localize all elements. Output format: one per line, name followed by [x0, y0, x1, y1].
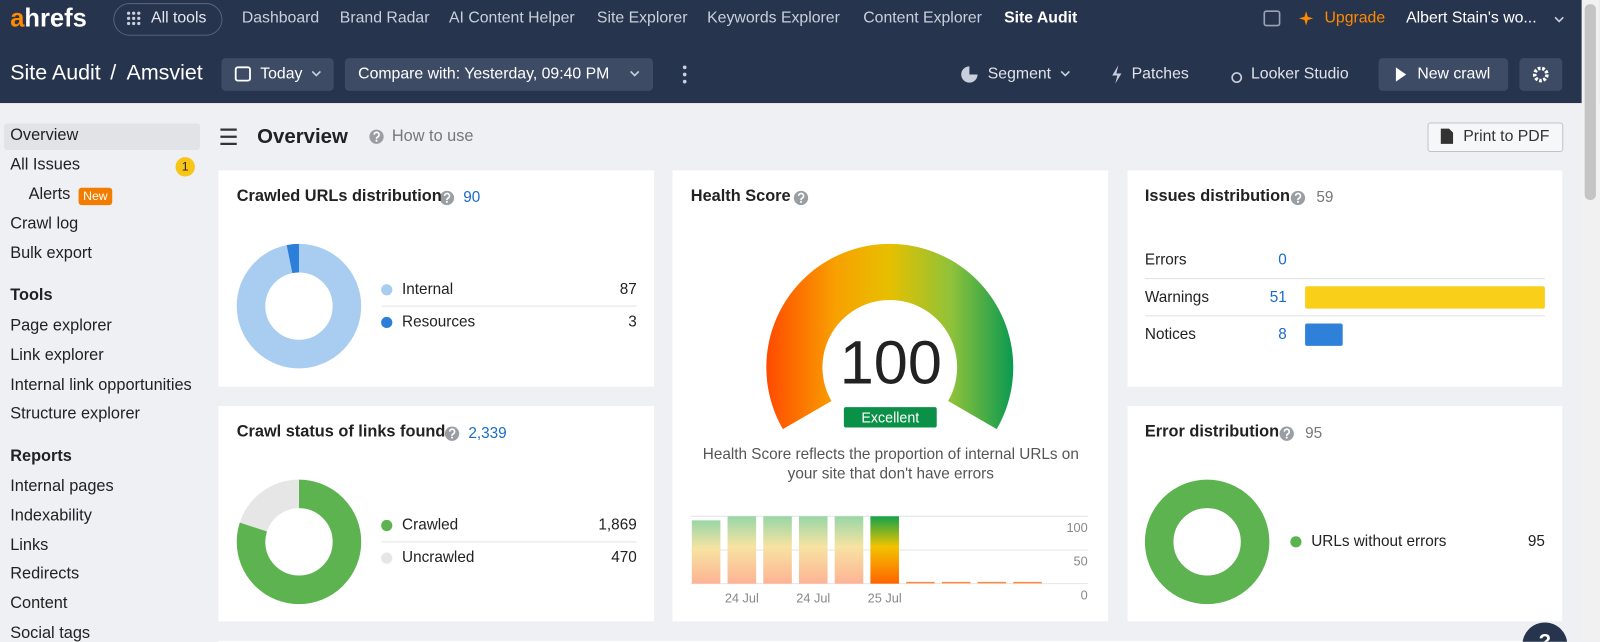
nav-link[interactable]: Site Audit — [1004, 9, 1078, 27]
nav-link[interactable]: Content Explorer — [863, 9, 982, 27]
legend-value: 87 — [619, 280, 637, 298]
nav-link[interactable]: AI Content Helper — [448, 9, 575, 27]
card — [218, 640, 1563, 642]
logo-accent: a — [10, 4, 25, 33]
issues-badge: 1 — [175, 157, 195, 177]
legend-value: 95 — [1527, 532, 1545, 550]
new-crawl-label[interactable]: New crawl — [1417, 65, 1491, 83]
card-total: 59 — [1316, 188, 1334, 207]
issue-value[interactable]: 0 — [1278, 251, 1287, 269]
legend-value: 3 — [628, 313, 637, 331]
compare-label[interactable]: Compare with: Yesterday, 09:40 PM — [358, 65, 610, 83]
sidebar-item[interactable]: Redirects — [10, 565, 80, 584]
account-menu[interactable]: Albert Stain's wo... — [1406, 9, 1537, 27]
compare-button[interactable] — [344, 58, 654, 91]
sidebar-item[interactable]: Internal link opportunities — [10, 376, 192, 394]
issue-label: Warnings — [1144, 288, 1209, 306]
scrollbar-thumb[interactable] — [1584, 4, 1596, 200]
sidebar-item[interactable]: Alerts — [28, 185, 71, 204]
nav-link[interactable]: Dashboard — [241, 9, 320, 27]
date-label[interactable]: Today — [260, 65, 303, 83]
page-title: Overview — [257, 125, 348, 148]
sidebar-item[interactable]: Crawl log — [10, 215, 79, 233]
card-total: 95 — [1305, 424, 1323, 442]
card-title: Crawled URLs distribution — [236, 187, 442, 206]
legend-label: Internal — [402, 280, 454, 298]
health-score-value: 100 — [839, 328, 942, 397]
upgrade-link[interactable]: Upgrade — [1324, 9, 1386, 27]
patches-label[interactable]: Patches — [1131, 65, 1189, 83]
sidebar-item[interactable]: Social tags — [10, 624, 91, 642]
sidebar-item[interactable]: Link explorer — [10, 346, 104, 365]
looker-label[interactable]: Looker Studio — [1251, 65, 1349, 83]
segment-label[interactable]: Segment — [987, 65, 1052, 83]
issue-value[interactable]: 51 — [1269, 288, 1287, 306]
legend-label: Crawled — [402, 516, 459, 534]
sidebar-item[interactable]: Page explorer — [10, 317, 112, 335]
card-title: Crawl status of links found — [236, 423, 446, 441]
legend-label: URLs without errors — [1311, 532, 1447, 550]
menu-icon — [220, 128, 237, 145]
active-item-bg — [4, 123, 200, 150]
legend-label: Resources — [402, 313, 476, 331]
health-rating: Excellent — [843, 407, 937, 428]
all-tools-label[interactable]: All tools — [151, 9, 207, 27]
card-title: Health Score — [690, 187, 791, 206]
nav-link[interactable]: Brand Radar — [339, 9, 430, 27]
help-icon — [368, 128, 385, 145]
sidebar-heading: Reports — [10, 447, 72, 466]
legend-value: 1,869 — [598, 516, 637, 534]
all-tools-button[interactable] — [113, 3, 223, 36]
card-total[interactable]: 2,339 — [468, 424, 507, 442]
card-title: Issues distribution — [1144, 187, 1291, 206]
sidebar-heading: Tools — [10, 286, 53, 305]
logo[interactable]: ahrefs — [10, 6, 87, 32]
new-tag: New — [78, 187, 113, 206]
issue-label: Errors — [1144, 251, 1187, 269]
sidebar-item[interactable]: Content — [10, 595, 68, 613]
settings-button[interactable] — [1519, 58, 1563, 91]
section-title: Site Audit — [10, 61, 101, 85]
breadcrumb-separator: / — [110, 61, 117, 85]
nav-link[interactable]: Keywords Explorer — [707, 9, 840, 27]
sidebar-item[interactable]: Overview — [10, 126, 79, 144]
help-chat-button[interactable] — [1522, 622, 1568, 642]
sidebar-item[interactable]: Indexability — [10, 506, 92, 525]
card-title: Error distribution — [1144, 423, 1280, 441]
card-total[interactable]: 90 — [463, 188, 481, 207]
legend-value: 470 — [611, 548, 637, 567]
project-name[interactable]: Amsviet — [126, 61, 203, 85]
print-label[interactable]: Print to PDF — [1463, 127, 1550, 145]
sidebar-item[interactable]: Structure explorer — [10, 405, 140, 423]
sidebar-item[interactable]: All Issues — [10, 156, 81, 174]
issue-label: Notices — [1144, 325, 1196, 343]
nav-link[interactable]: Site Explorer — [596, 9, 688, 27]
sidebar-item[interactable]: Bulk export — [10, 244, 92, 263]
sidebar-item[interactable]: Links — [10, 536, 49, 554]
logo-text: hrefs — [24, 4, 87, 33]
issue-value[interactable]: 8 — [1278, 325, 1287, 343]
health-description: Health Score reflects the proportion of … — [702, 445, 1079, 483]
sidebar-item[interactable]: Internal pages — [10, 477, 114, 495]
legend-label: Uncrawled — [402, 548, 475, 567]
how-to-use-link[interactable]: How to use — [391, 127, 474, 145]
